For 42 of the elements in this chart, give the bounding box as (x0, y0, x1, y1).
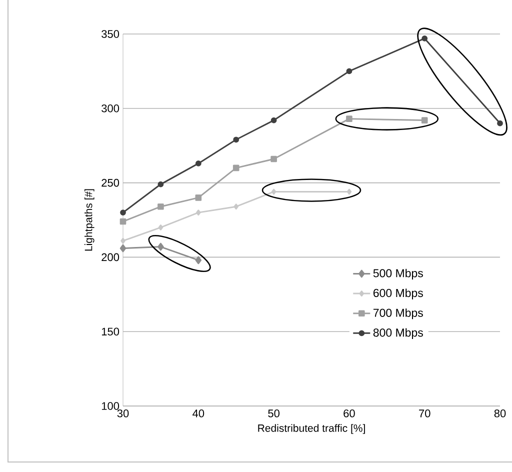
x-tick-label: 40 (192, 410, 204, 418)
point (120, 210, 126, 216)
point (497, 120, 503, 126)
point (421, 117, 428, 124)
point (120, 218, 126, 225)
x-tick-label: 80 (494, 410, 506, 418)
point (346, 188, 352, 195)
point (232, 164, 240, 172)
point (158, 181, 164, 188)
point (120, 238, 126, 244)
y-tick-label: 250 (102, 178, 120, 187)
point (233, 136, 240, 143)
point (195, 194, 202, 201)
legend-label: 800 Mbps (373, 328, 423, 339)
x-tick-label: 30 (117, 410, 129, 418)
x-tick-label: 70 (419, 410, 430, 418)
point (195, 256, 202, 264)
legend-label: 700 Mbps (373, 308, 423, 320)
point (346, 68, 352, 74)
y-tick-label: 350 (102, 30, 120, 38)
point (158, 203, 164, 210)
y-tick-label: 100 (102, 402, 120, 410)
point (196, 210, 201, 216)
x-tick-label: 60 (344, 410, 355, 418)
point (271, 188, 276, 195)
y-tick-label: 200 (102, 253, 120, 262)
point (270, 156, 277, 162)
legend-label: 500 Mbps (373, 268, 423, 280)
point (158, 242, 164, 251)
point (422, 36, 428, 42)
x-axis-title: Redistributed traffic [%] (258, 424, 365, 434)
y-tick-label: 300 (102, 104, 120, 112)
legend-label: 600 Mbps (373, 288, 423, 300)
point (346, 116, 352, 122)
point (158, 224, 164, 230)
x-tick-label: 50 (268, 410, 280, 418)
y-tick-label: 150 (102, 328, 120, 336)
point (195, 160, 202, 166)
point (270, 117, 277, 124)
point (234, 204, 238, 210)
y-axis-title: Lightpaths [#] (84, 189, 94, 251)
point (120, 244, 126, 252)
